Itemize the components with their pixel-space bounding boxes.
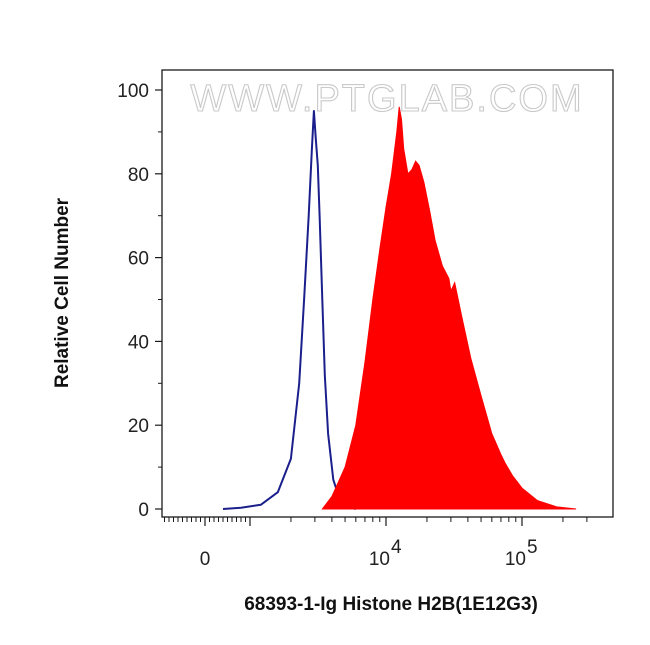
x-tick-label: 10 <box>369 549 390 570</box>
series-layer <box>222 106 577 510</box>
x-tick-label: 0 <box>200 549 211 570</box>
x-tick-exponent: 4 <box>391 537 402 558</box>
x-axis-title: 68393-1-Ig Histone H2B(1E12G3) <box>244 594 538 615</box>
y-tick-label: 100 <box>117 81 149 102</box>
series-0-outline-histogram <box>222 110 357 510</box>
y-tick-labels: 0 20 40 60 80 100 <box>117 81 149 521</box>
ticks-layer <box>155 89 588 526</box>
y-tick-label: 80 <box>128 165 149 186</box>
x-tick-exponent: 5 <box>527 537 538 558</box>
y-tick-label: 40 <box>128 332 149 353</box>
y-tick-label: 20 <box>128 416 149 437</box>
series-1-filled-histogram <box>321 106 577 510</box>
plot-frame <box>161 69 614 518</box>
y-axis-title: Relative Cell Number <box>52 197 73 388</box>
y-tick-label: 0 <box>138 500 149 521</box>
y-tick-label: 60 <box>128 249 149 270</box>
watermark-text: WWW.PTGLAB.COM <box>190 78 583 120</box>
x-tick-label: 10 <box>505 549 526 570</box>
